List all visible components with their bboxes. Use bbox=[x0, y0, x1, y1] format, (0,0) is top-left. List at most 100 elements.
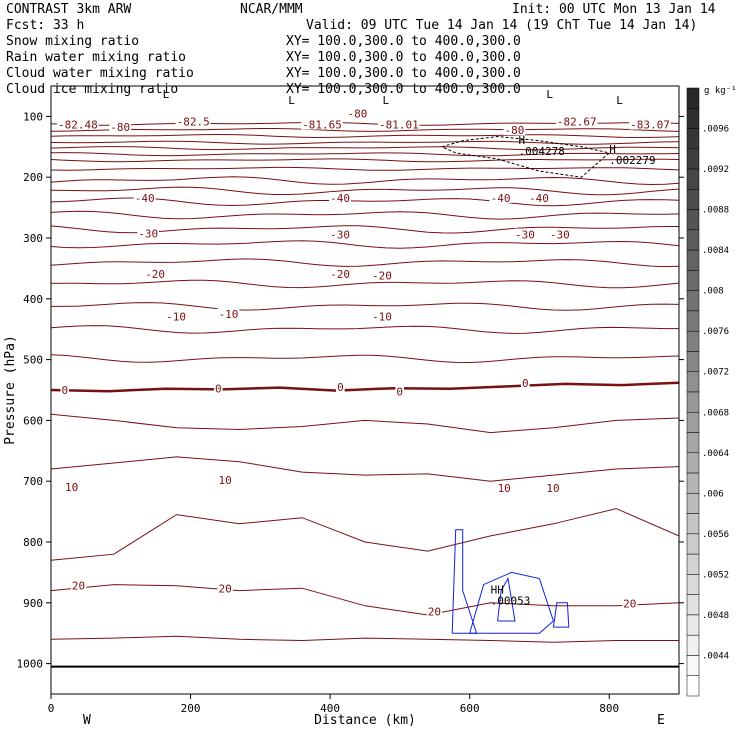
isotherm-line bbox=[51, 152, 679, 157]
center-label: NCAR/MMM bbox=[240, 2, 303, 17]
contour-label-bg bbox=[555, 115, 598, 127]
contour-label: -40 bbox=[135, 192, 155, 205]
extremum-value: .004278 bbox=[519, 145, 565, 158]
contour-label-bg bbox=[165, 310, 187, 322]
colorbar-segment bbox=[686, 493, 700, 514]
x-tick-label: 400 bbox=[320, 702, 340, 715]
contour-label-bg bbox=[545, 482, 561, 494]
colorbar-label: .0068 bbox=[702, 408, 729, 418]
contour-label-bg bbox=[217, 474, 233, 486]
colorbar-segment bbox=[686, 148, 700, 170]
y-tick-label: 300 bbox=[23, 232, 43, 245]
cloud-water-contour bbox=[552, 602, 570, 628]
colorbar-segment bbox=[686, 452, 700, 474]
contour-label: -80 bbox=[348, 108, 368, 121]
contour-label-bg bbox=[109, 120, 132, 132]
field-rain-xy: XY= 100.0,300.0 to 400.0,300.0 bbox=[286, 50, 521, 65]
contour-label-bg bbox=[60, 384, 70, 396]
isotherm-line bbox=[51, 166, 679, 171]
colorbar-segment bbox=[686, 675, 700, 697]
contour-label-bg bbox=[329, 192, 351, 204]
contour-label: 20 bbox=[623, 598, 636, 611]
colorbar-segment bbox=[686, 412, 700, 433]
contour-label: 0 bbox=[215, 382, 222, 395]
colorbar-segment bbox=[686, 634, 700, 656]
colorbar-label: .0064 bbox=[702, 449, 729, 459]
contour-label: 10 bbox=[65, 481, 78, 494]
contour-label: -20 bbox=[372, 269, 392, 282]
contour-label: 10 bbox=[546, 482, 559, 495]
isotherm-line bbox=[51, 584, 679, 616]
isotherm-line bbox=[51, 279, 679, 289]
colorbar-segment bbox=[686, 330, 700, 352]
contour-label: -20 bbox=[330, 268, 350, 281]
contour-label: -80 bbox=[505, 124, 525, 137]
field-snow-name: Snow mixing ratio bbox=[6, 34, 139, 49]
colorbar-segment bbox=[686, 371, 700, 393]
contour-label-bg bbox=[629, 118, 671, 130]
colorbar-segment bbox=[686, 310, 700, 332]
freezing-level-line bbox=[51, 381, 679, 393]
isotherm-line bbox=[51, 456, 679, 482]
isotherm-line bbox=[51, 240, 679, 249]
contour-label-bg bbox=[370, 310, 393, 322]
isotherm-line bbox=[51, 133, 679, 139]
contour-label-bg bbox=[63, 480, 80, 492]
x-tick-label: 200 bbox=[181, 702, 201, 715]
cloud-ice-contour bbox=[441, 135, 611, 178]
cloud-water-contour bbox=[469, 571, 554, 634]
extremum-mark: L bbox=[546, 88, 553, 101]
contour-label: -30 bbox=[138, 227, 158, 240]
extremum-mark: HH bbox=[491, 584, 504, 597]
colorbar-segment bbox=[686, 249, 700, 271]
contour-label-bg bbox=[217, 308, 240, 320]
colorbar-unit: g kg⁻¹ bbox=[704, 86, 737, 96]
y-tick-label: 700 bbox=[23, 475, 43, 488]
contour-label: -81.65 bbox=[302, 119, 342, 132]
field-cloud-ice-xy: XY= 100.0,300.0 to 400.0,300.0 bbox=[286, 82, 521, 97]
colorbar-label: .0072 bbox=[702, 368, 729, 378]
contour-label: -30 bbox=[330, 229, 350, 242]
extremum-mark: L bbox=[382, 94, 389, 107]
contour-label: -30 bbox=[550, 229, 570, 242]
colorbar-segment bbox=[686, 553, 700, 575]
contour-label: -30 bbox=[515, 229, 535, 242]
contour-label-bg bbox=[144, 268, 166, 280]
isotherm-line bbox=[51, 146, 679, 151]
isotherm-line bbox=[51, 354, 679, 364]
colorbar-label: .0052 bbox=[702, 570, 729, 580]
valid-label: Valid: 09 UTC Tue 14 Jan 14 (19 ChT Tue … bbox=[306, 18, 697, 33]
colorbar-label: .0092 bbox=[702, 165, 729, 175]
cloud-water-contour bbox=[497, 577, 516, 622]
isotherm-line bbox=[51, 635, 679, 643]
contour-label-bg bbox=[329, 228, 351, 240]
colorbar-segment bbox=[686, 209, 700, 231]
extremum-mark: H bbox=[609, 143, 616, 156]
contour-label-bg bbox=[395, 385, 404, 397]
y-tick-label: 900 bbox=[23, 597, 43, 610]
colorbar-segment bbox=[686, 574, 700, 595]
contour-label-bg bbox=[426, 605, 442, 617]
plot-area: -82.48 -80 -82.5 -81.65 -80 -81.01 -80 -82.67 -8… bbox=[51, 88, 679, 668]
contour-label-bg bbox=[496, 482, 512, 494]
colorbar-label: .0044 bbox=[702, 651, 729, 661]
colorbar-segment bbox=[686, 472, 700, 494]
contour-label: 10 bbox=[218, 474, 231, 487]
contour-label-bg bbox=[527, 192, 550, 204]
contour-label: -83.07 bbox=[630, 119, 670, 132]
colorbar: .0096 .0092 .0088 .0084 .008 .0076 .0072 .0068.… bbox=[686, 87, 729, 697]
colorbar-segment bbox=[686, 108, 700, 129]
contour-label: 0 bbox=[61, 384, 68, 397]
project-label: CONTRAST 3km ARW bbox=[6, 2, 131, 17]
y-tick-label: 500 bbox=[23, 354, 43, 367]
contour-label: -10 bbox=[218, 308, 238, 321]
colorbar-segment bbox=[686, 128, 700, 150]
contour-label-bg bbox=[346, 107, 369, 119]
east-label: E bbox=[657, 713, 665, 728]
extremum-mark: L bbox=[163, 88, 170, 101]
x-tick-label: 800 bbox=[599, 702, 619, 715]
contour-label: 0 bbox=[522, 377, 529, 390]
y-tick-label: 200 bbox=[23, 171, 43, 184]
colorbar-segment bbox=[686, 655, 700, 676]
